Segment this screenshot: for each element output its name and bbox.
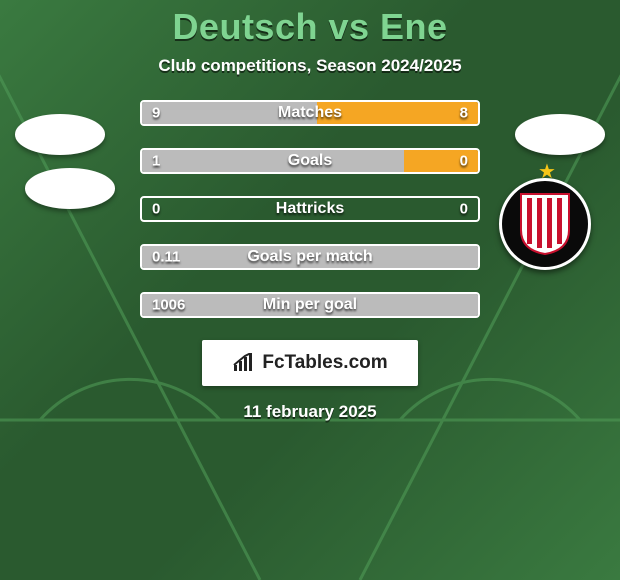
stat-value-left: 1006: [152, 297, 185, 314]
date-label: 11 february 2025: [243, 402, 376, 422]
blank-crest-icon: [25, 168, 115, 209]
club-crest-icon: [499, 178, 591, 270]
stat-label: Min per goal: [263, 296, 357, 314]
stat-row: 9 Matches 8: [140, 100, 480, 126]
team-badge-left-2: [25, 168, 115, 258]
bar-left: [142, 150, 404, 172]
brand-text: FcTables.com: [262, 352, 387, 374]
stat-label: Goals per match: [247, 248, 372, 266]
blank-crest-icon: [15, 114, 105, 155]
stat-value-left: 0.11: [152, 249, 180, 266]
stat-row: 0.11 Goals per match: [140, 244, 480, 270]
page-title: Deutsch vs Ene: [172, 6, 447, 48]
stat-value-right: 0: [460, 153, 468, 170]
stat-row: 1 Goals 0: [140, 148, 480, 174]
stat-row: 0 Hattricks 0: [140, 196, 480, 222]
blank-crest-icon: [515, 114, 605, 155]
stat-value-right: 0: [460, 201, 468, 218]
stat-value-left: 9: [152, 105, 160, 122]
stat-value-right: 8: [460, 105, 468, 122]
stat-label: Goals: [288, 152, 332, 170]
stat-label: Matches: [278, 104, 342, 122]
page: Deutsch vs Ene Club competitions, Season…: [0, 0, 620, 580]
brand-badge: FcTables.com: [202, 340, 418, 386]
page-subtitle: Club competitions, Season 2024/2025: [158, 56, 461, 76]
chart-icon: [232, 353, 256, 373]
stat-value-left: 1: [152, 153, 160, 170]
stat-row: 1006 Min per goal: [140, 292, 480, 318]
stat-value-left: 0: [152, 201, 160, 218]
team-badge-right-2: ★: [499, 178, 595, 274]
stat-label: Hattricks: [276, 200, 344, 218]
